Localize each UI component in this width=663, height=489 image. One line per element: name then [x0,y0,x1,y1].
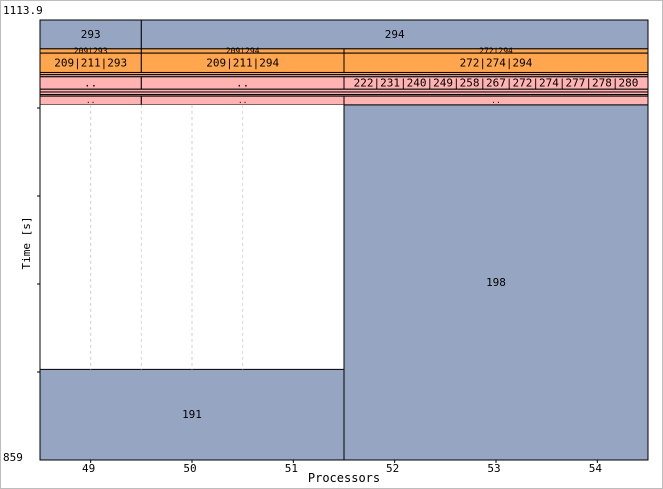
block-label: 191 [182,408,202,421]
block-label: 209|294 [226,46,260,55]
block-label: 293 [81,28,101,41]
x-tick-label: 53 [487,462,500,475]
block-label: .. [84,77,97,90]
block-rect [140,19,649,50]
block-18: .. [343,95,649,106]
block-6: 209|211|294 [140,52,345,73]
y-top-label: 1113.9 [3,4,43,17]
block-5: 209|211|293 [39,52,142,73]
block-16: .. [39,95,142,106]
block-label: 209|211|294 [206,56,279,69]
block-rect [343,104,649,461]
x-tick-label: 54 [589,462,603,475]
block-label: 209|211|293 [54,56,127,69]
y-bottom-label: 859 [3,451,23,464]
blocks-layer: 293 294 209|293 209|294 272|294 209|211|293 20… [39,19,649,461]
block-label: 294 [385,28,405,41]
block-21: 191 [39,368,345,461]
block-label: .. [238,96,248,105]
block-label: 198 [486,276,506,289]
x-tick-label: 49 [82,462,95,475]
block-label: 272|294 [479,46,513,55]
block-label: .. [236,77,249,90]
block-12: 222|231|240|249|258|267|272|274|277|278|… [343,76,649,90]
block-label: .. [491,96,501,105]
x-axis-label: Processors [308,471,380,485]
block-7: 272|274|294 [343,52,649,73]
block-label: .. [86,96,96,105]
block-0: 293 [39,19,142,50]
column-divider-layer [90,104,244,370]
block-10: .. [39,76,142,90]
x-tick-label: 52 [386,462,399,475]
axes-layer [39,20,648,461]
block-label: 222|231|240|249|258|267|272|274|277|278|… [354,77,639,90]
block-1: 294 [140,19,649,50]
ticks-layer: 49 50 51 52 53 54 [37,107,603,475]
block-label: 272|274|294 [460,56,533,69]
x-tick-label: 50 [183,462,196,475]
block-rect [39,368,345,461]
block-20: 198 [343,104,649,461]
block-label: 209|293 [74,46,108,55]
y-axis-label: Time [s] [20,217,33,270]
x-tick-label: 51 [285,462,298,475]
block-17: .. [140,95,345,106]
block-11: .. [140,76,345,90]
